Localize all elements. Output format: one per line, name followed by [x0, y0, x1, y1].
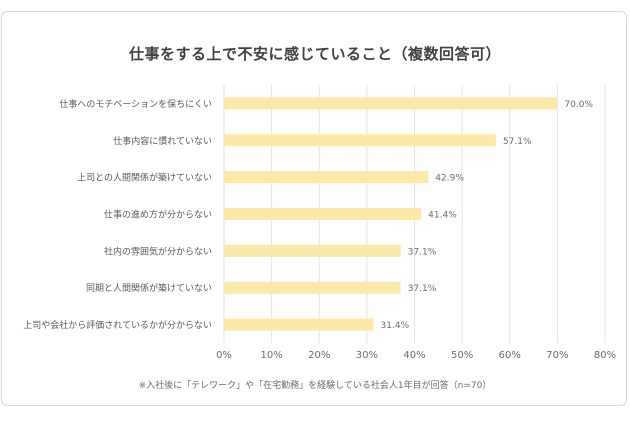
bar	[224, 208, 422, 220]
x-tick-label: 40%	[403, 350, 425, 361]
x-tick-label: 30%	[356, 350, 378, 361]
value-label: 37.1%	[408, 247, 437, 257]
category-label: 仕事内容に慣れていない	[113, 135, 212, 147]
value-label: 57.1%	[503, 137, 532, 147]
bar	[224, 134, 496, 147]
category-label: 仕事へのモチベーションを保ちにくい	[59, 98, 212, 110]
bar	[224, 244, 401, 257]
category-label: 上司との人間関係が築けていない	[77, 172, 212, 184]
x-tick-label: 80%	[594, 350, 616, 361]
chart-title: 仕事をする上で不安に感じていること（複数回答可）	[128, 45, 501, 63]
x-tick-label: 20%	[308, 350, 330, 361]
bar	[224, 318, 374, 331]
value-label: 70.0%	[564, 100, 593, 110]
x-tick-label: 60%	[499, 350, 521, 361]
category-label: 仕事の進め方が分からない	[104, 209, 212, 221]
value-label: 41.4%	[428, 211, 457, 221]
bar	[224, 171, 429, 184]
bar	[224, 97, 558, 110]
bar	[224, 281, 401, 294]
value-label: 42.9%	[435, 174, 464, 184]
chart-footnote: ※入社後に「テレワーク」や「在宅勤務」を経験している社会人1年目が回答（n=70…	[138, 381, 492, 391]
x-tick-label: 70%	[546, 350, 568, 361]
x-tick-label: 10%	[261, 350, 283, 361]
category-label: 同期と人間関係が築けていない	[86, 282, 212, 294]
x-tick-label: 50%	[451, 350, 473, 361]
value-label: 31.4%	[381, 321, 410, 331]
value-label: 37.1%	[408, 284, 437, 294]
x-tick-label: 0%	[216, 350, 232, 361]
category-label: 上司や会社から評価されているかが分からない	[23, 319, 212, 331]
category-label: 社内の雰囲気が分からない	[104, 245, 212, 257]
